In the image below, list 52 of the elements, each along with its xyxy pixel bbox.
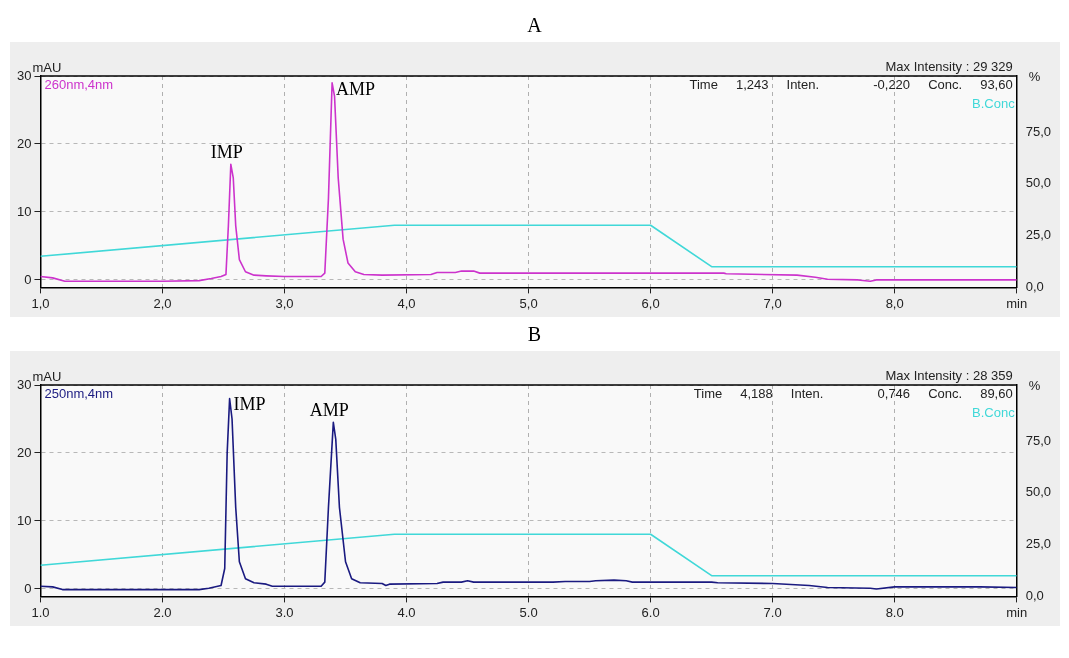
chart-title: A	[526, 13, 543, 38]
annotation: AMP	[335, 78, 375, 99]
y-tick-label: 10	[16, 203, 31, 219]
chart-title: B	[526, 322, 543, 347]
y-tick-label: 10	[16, 512, 31, 528]
y2-tick-label: 75,0	[1025, 123, 1051, 139]
y2-tick-label: 75,0	[1025, 432, 1051, 448]
y-axis-title: mAU	[31, 369, 61, 385]
y2-tick-label: 50,0	[1025, 175, 1051, 191]
y2-tick-label: 0,0	[1025, 587, 1044, 603]
x-tick-label: 5.0	[519, 604, 538, 620]
text: B.Conc	[971, 405, 1015, 421]
text: B.Conc	[971, 96, 1015, 112]
x-tick-label: 4.0	[397, 604, 416, 620]
y2-tick-label: 25,0	[1025, 227, 1051, 243]
x-tick-label: 1.0	[30, 604, 49, 620]
x-tick-label: 8.0	[885, 604, 904, 620]
x-tick-label: min	[1005, 295, 1027, 311]
annotation: Time 4,188 Inten. 0,746 Conc. 89,60	[693, 386, 1013, 402]
x-tick-label: 5,0	[519, 295, 538, 311]
x-tick-label: 2.0	[152, 604, 172, 620]
y-tick-label: 30	[16, 376, 31, 392]
y2-axis-title: %	[1028, 378, 1041, 394]
text: 260nm,4nm	[43, 77, 113, 93]
y2-tick-label: 0,0	[1025, 278, 1044, 294]
y2-axis-title: %	[1028, 69, 1041, 85]
y-tick-label: 30	[16, 67, 31, 83]
x-tick-label: 6.0	[641, 604, 660, 620]
y-tick-label: 0	[23, 580, 31, 596]
x-tick-label: 2,0	[152, 295, 172, 311]
text: Max Intensity : 29 329	[885, 59, 1013, 75]
y-tick-label: 20	[16, 444, 31, 460]
x-tick-label: 3,0	[274, 295, 294, 311]
x-tick-label: min	[1005, 604, 1027, 620]
annotation: IMP	[233, 394, 266, 415]
x-tick-label: 6,0	[641, 295, 660, 311]
x-tick-label: 3.0	[274, 604, 294, 620]
x-tick-label: 7.0	[763, 604, 782, 620]
annotation: IMP	[210, 142, 243, 163]
text: Max Intensity : 28 359	[885, 368, 1013, 384]
x-tick-label: 7,0	[763, 295, 782, 311]
x-tick-label: 8,0	[885, 295, 904, 311]
text: 250nm,4nm	[43, 386, 113, 402]
y-axis-title: mAU	[31, 60, 61, 76]
x-tick-label: 4,0	[397, 295, 416, 311]
annotation: Time 1,243 Inten. -0,220 Conc. 93,60	[688, 77, 1013, 93]
y-tick-label: 0	[23, 271, 31, 287]
x-tick-label: 1,0	[30, 295, 49, 311]
annotation: AMP	[309, 400, 349, 421]
y2-tick-label: 50,0	[1025, 484, 1051, 500]
y2-tick-label: 25,0	[1025, 536, 1051, 552]
y-tick-label: 20	[16, 135, 31, 151]
